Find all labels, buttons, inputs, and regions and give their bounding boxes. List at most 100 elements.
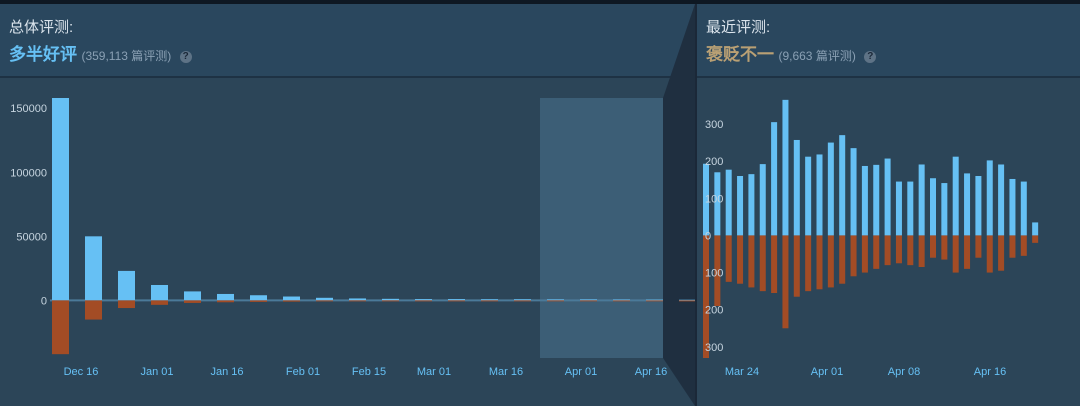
positive-bar — [725, 169, 732, 236]
positive-bar — [986, 160, 993, 236]
question-circle-icon[interactable]: ? — [179, 51, 192, 63]
negative-bar — [748, 235, 755, 288]
positive-bar — [861, 165, 868, 236]
recent-range-highlight — [540, 98, 663, 358]
negative-bar — [580, 300, 597, 302]
negative-bar — [1032, 235, 1039, 243]
negative-bar — [415, 300, 432, 302]
x-tick-label: Feb 01 — [286, 366, 320, 378]
positive-bar — [1032, 222, 1039, 236]
positive-bar — [748, 174, 755, 236]
positive-bar — [714, 172, 721, 236]
negative-bar — [85, 300, 102, 320]
negative-bar — [827, 235, 834, 288]
recent-summary[interactable]: 褒贬不一 — [706, 45, 774, 64]
y-tick-label: 200 — [705, 305, 723, 317]
positive-bar — [481, 299, 498, 301]
negative-bar — [217, 300, 234, 303]
negative-bar — [839, 235, 846, 284]
negative-bar — [737, 235, 744, 284]
x-tick-label: Jan 16 — [210, 366, 243, 378]
negative-bar — [941, 235, 948, 260]
positive-bar — [907, 181, 914, 236]
negative-bar — [448, 300, 465, 302]
positive-bar — [646, 299, 663, 301]
negative-bar — [250, 300, 267, 302]
positive-bar — [316, 297, 333, 301]
y-tick-label: 150000 — [10, 103, 47, 115]
positive-bar — [850, 148, 857, 236]
negative-bar — [907, 235, 914, 266]
x-tick-label: Apr 08 — [888, 366, 920, 378]
negative-bar — [283, 300, 300, 302]
overall-header-bg — [0, 4, 695, 76]
negative-bar — [816, 235, 823, 290]
negative-bar — [613, 300, 630, 302]
negative-bar — [805, 235, 812, 292]
x-tick-label: Apr 01 — [565, 366, 597, 378]
overall-review-count: (359,113 篇评测) — [81, 49, 172, 63]
x-tick-label: Mar 01 — [417, 366, 451, 378]
positive-bar — [283, 296, 300, 301]
x-tick-label: Apr 16 — [635, 366, 667, 378]
negative-bar — [316, 300, 333, 302]
positive-bar — [703, 163, 709, 236]
negative-bar — [850, 235, 857, 277]
negative-bar — [714, 235, 721, 306]
negative-bar — [952, 235, 959, 273]
positive-bar — [930, 178, 936, 236]
positive-bar — [771, 122, 778, 236]
positive-bar — [873, 164, 880, 236]
overall-summary[interactable]: 多半好评 — [9, 45, 77, 64]
positive-bar — [217, 293, 234, 301]
positive-bar — [85, 236, 102, 301]
positive-bar — [805, 156, 812, 236]
y-tick-label: 100 — [705, 193, 723, 205]
x-tick-label: Apr 16 — [974, 366, 1006, 378]
positive-bar — [349, 298, 366, 301]
x-tick-label: Mar 24 — [725, 366, 759, 378]
question-circle-icon[interactable]: ? — [864, 51, 877, 63]
negative-bar — [918, 235, 925, 267]
top-strip — [0, 0, 1080, 4]
positive-bar — [547, 299, 564, 301]
x-tick-label: Apr 01 — [811, 366, 843, 378]
overall-title: 总体评测: — [9, 19, 74, 36]
positive-bar — [679, 299, 695, 301]
negative-bar — [998, 235, 1005, 271]
y-tick-label: 300 — [705, 342, 723, 354]
negative-bar — [52, 300, 69, 355]
y-tick-label: 0 — [41, 295, 47, 307]
negative-bar — [930, 235, 936, 258]
positive-bar — [793, 139, 800, 236]
positive-bar — [382, 298, 399, 301]
positive-bar — [52, 98, 69, 301]
negative-bar — [782, 235, 789, 329]
negative-bar — [873, 235, 880, 269]
positive-bar — [151, 284, 168, 301]
y-tick-label: 100000 — [10, 167, 47, 179]
y-tick-label: 200 — [705, 156, 723, 168]
overall-histogram-chart[interactable]: 150000 100000 50000 0 Dec 16 Jan 01 Jan 16 Feb … — [0, 76, 695, 406]
negative-bar — [547, 300, 564, 302]
negative-bar — [1009, 235, 1016, 258]
positive-bar — [514, 299, 531, 301]
negative-bar — [514, 300, 531, 302]
positive-bar — [839, 135, 846, 236]
negative-bar — [793, 235, 800, 297]
x-tick-label: Mar 16 — [489, 366, 523, 378]
zoom-connector — [663, 4, 695, 406]
negative-bar — [118, 300, 135, 309]
recent-header: 最近评测: 褒贬不一 (9,663 篇评测) ? — [706, 16, 877, 65]
negative-bar — [771, 235, 778, 293]
x-tick-label: Jan 01 — [140, 366, 173, 378]
positive-bar — [827, 142, 834, 236]
negative-bar — [725, 235, 732, 282]
negative-bar — [986, 235, 993, 273]
negative-bar — [703, 235, 709, 358]
y-tick-label: 0 — [705, 230, 711, 242]
positive-bar — [184, 291, 201, 301]
positive-bar — [613, 299, 630, 301]
